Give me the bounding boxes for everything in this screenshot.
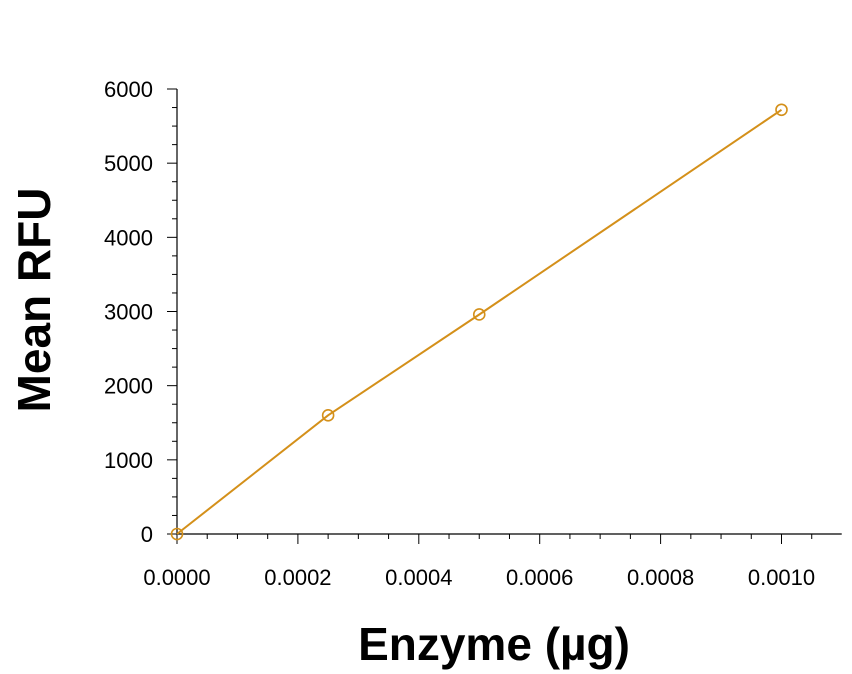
y-axis-title: Mean RFU <box>8 188 60 413</box>
data-point <box>170 527 184 541</box>
y-tick-label: 2000 <box>104 374 153 399</box>
x-axis-title: Enzyme (µg) <box>358 618 630 670</box>
y-tick-label: 1000 <box>104 448 153 473</box>
series-line <box>176 108 783 535</box>
y-tick-label: 0 <box>141 522 153 547</box>
axes <box>176 89 842 535</box>
y-tick-label: 4000 <box>104 225 153 250</box>
y-tick-label: 3000 <box>104 300 153 325</box>
x-tick-label: 0.0004 <box>385 565 452 590</box>
y-tick-label: 6000 <box>104 77 153 102</box>
tick-labels: 0 1000 2000 3000 4000 5000 6000 0.0000 0.0002 0.0… <box>104 77 815 590</box>
x-tick-label: 0.0000 <box>143 565 210 590</box>
x-tick-label: 0.0010 <box>748 565 815 590</box>
x-tick-label: 0.0006 <box>506 565 573 590</box>
x-tick-label: 0.0002 <box>264 565 331 590</box>
x-tick-label: 0.0008 <box>627 565 694 590</box>
y-tick-label: 5000 <box>104 151 153 176</box>
data-point <box>775 103 788 117</box>
data-point <box>321 409 335 422</box>
data-point <box>472 308 486 321</box>
plot-area <box>170 103 788 541</box>
ticks <box>167 88 813 544</box>
